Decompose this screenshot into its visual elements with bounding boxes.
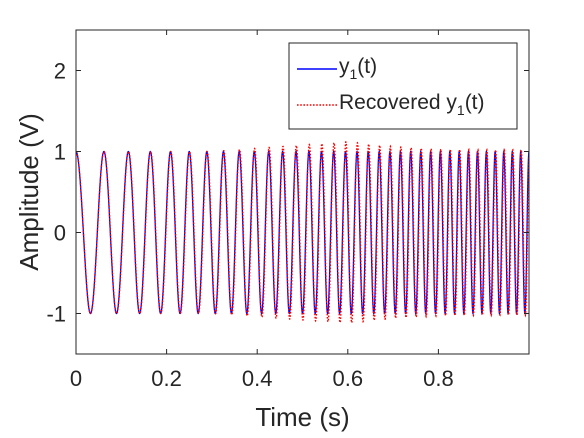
legend-entry-y1-sub: 1 (350, 66, 358, 82)
y-tick-label: -1 (46, 302, 66, 327)
x-tick-label: 0.8 (423, 366, 454, 391)
x-axis-ticks: 0 0.2 0.4 0.6 0.8 (70, 30, 454, 391)
y-tick-label: 2 (54, 59, 66, 84)
y-axis-label: Amplitude (V) (14, 113, 44, 271)
y-tick-label: 0 (54, 221, 66, 246)
x-tick-label: 0.4 (242, 366, 273, 391)
legend-entry-y1: y1(t) (339, 55, 377, 82)
legend-entry-recovered-y1: Recovered y1(t) (339, 91, 485, 118)
x-tick-label: 0.6 (333, 366, 364, 391)
x-axis-label: Time (s) (255, 402, 349, 432)
series-layer (76, 140, 529, 325)
x-tick-label: 0.2 (151, 366, 182, 391)
series-line-recovered-y1 (76, 140, 529, 325)
legend-entry-y1-suffix: (t) (357, 55, 377, 78)
legend-entry-recovered-suffix: (t) (465, 91, 485, 114)
y-tick-label: 1 (54, 140, 66, 165)
x-tick-label: 0 (70, 366, 82, 391)
axes-box (75, 29, 530, 355)
legend: y1(t) Recovered y1(t) (288, 42, 518, 130)
legend-entry-recovered-base: Recovered y (339, 91, 457, 114)
legend-entry-recovered-sub: 1 (457, 102, 465, 118)
legend-box (288, 42, 518, 130)
y-axis-ticks: -1 0 1 2 (46, 59, 529, 327)
legend-entry-y1-base: y (339, 55, 350, 78)
